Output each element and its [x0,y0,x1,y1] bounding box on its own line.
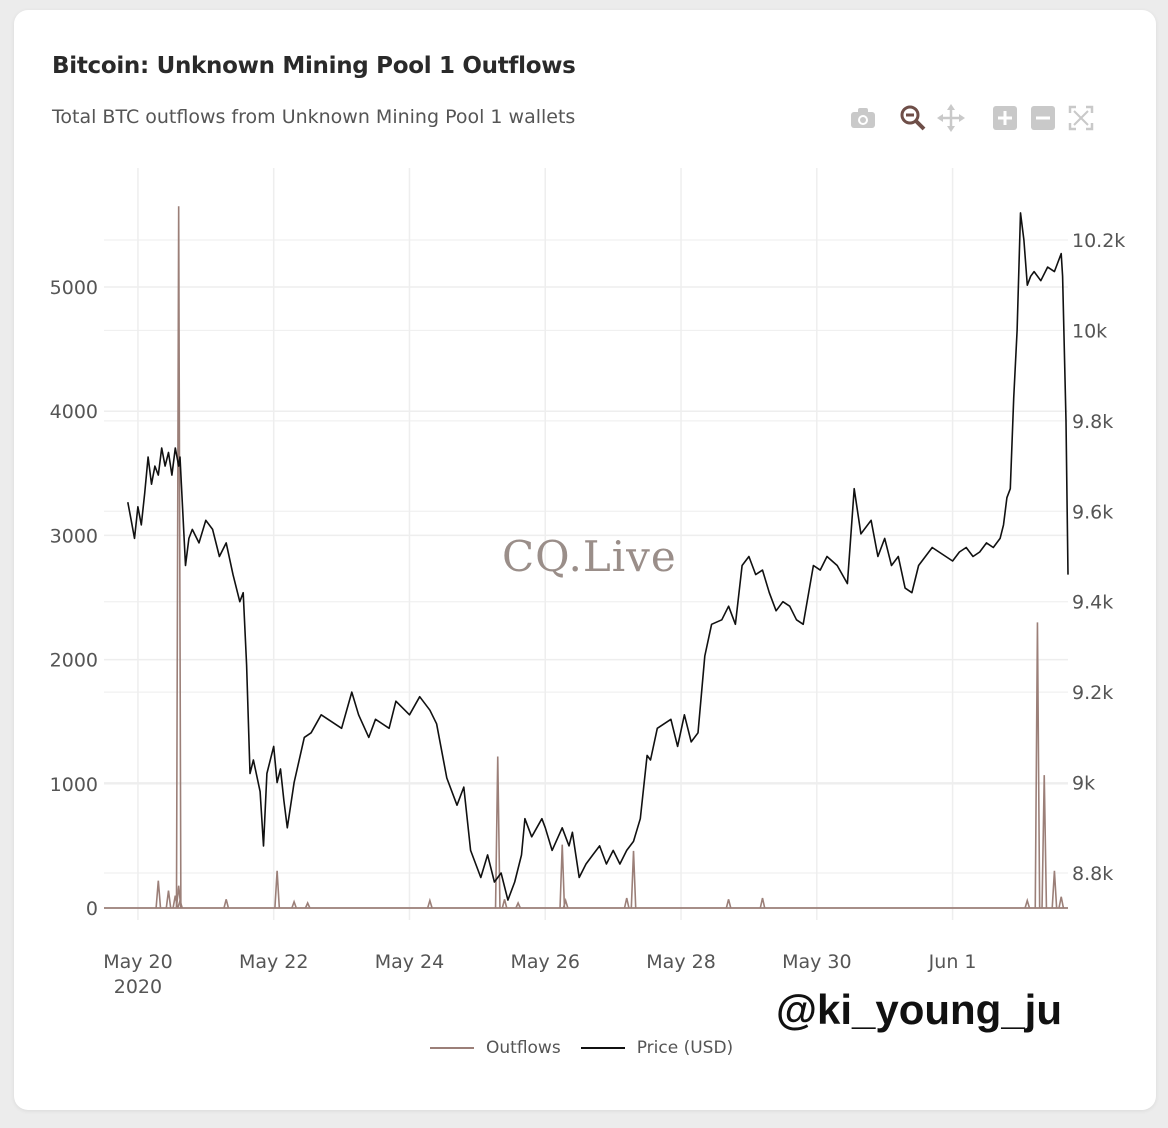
outflow-spike [1034,622,1041,909]
x-tick-label: Jun 1 [928,951,977,973]
camera-icon[interactable] [846,101,880,135]
price-swatch [580,1047,625,1049]
outflow-spike [725,899,732,909]
y-right-tick-label: 9.8k [1072,411,1113,433]
y-right-tick-label: 10k [1072,320,1107,342]
y-left-tick-label: 5000 [50,277,98,299]
outflow-spike [630,850,637,909]
outflow-spike [274,870,281,909]
x-tick-label: May 30 [782,951,852,973]
price-series [127,212,1069,901]
legend-label-price: Price (USD) [636,1038,734,1058]
x-tick-label: May 22 [239,951,309,973]
outflow-spike [559,844,566,909]
chart-legend: Outflows Price (USD) [430,1038,753,1058]
y-left-tick-label: 2000 [50,650,98,672]
outflow-spike [291,899,298,909]
chart-toolbar [846,100,1098,136]
outflow-spike [562,897,569,909]
outflow-spike [177,897,184,909]
y-left-tick-label: 0 [86,898,98,920]
zoom-icon[interactable] [896,101,930,135]
outflow-spike [1051,870,1058,909]
outflow-spike [223,899,230,909]
x-tick-label: May 20 [103,951,173,973]
page-title: Bitcoin: Unknown Mining Pool 1 Outflows [52,53,576,79]
x-tick-label: May 24 [375,951,445,973]
outflow-spike [759,897,766,909]
y-right-tick-label: 9k [1072,773,1095,795]
y-right-tick-label: 9.4k [1072,592,1113,614]
legend-item-price[interactable]: Price (USD) [580,1038,734,1058]
autoscale-icon[interactable] [1064,101,1098,135]
author-handle: @ki_young_ju [776,986,1063,1033]
x-tick-label: May 28 [646,951,716,973]
legend-item-outflows[interactable]: Outflows [430,1038,561,1058]
outflow-spike [501,899,508,909]
outflow-spike [1041,775,1048,909]
cq-live-watermark: CQ.Live [502,532,677,581]
outflow-spike [426,897,433,909]
outflow-spike [175,206,182,909]
zoom-in-icon[interactable] [988,101,1022,135]
outflow-spike [155,880,162,909]
outflow-spike [304,901,311,909]
outflow-spike [515,901,522,909]
page-subtitle: Total BTC outflows from Unknown Mining P… [52,106,576,128]
price-line [127,212,1069,901]
outflows-series [104,206,1068,909]
outflow-spike [494,756,501,909]
outflow-spike [623,897,630,909]
chart-card [14,10,1156,1110]
legend-label-outflows: Outflows [486,1038,561,1058]
outflow-spike [1058,896,1065,909]
outflow-spike [165,890,172,909]
x-tick-label: May 26 [511,951,581,973]
y-right-tick-label: 8.8k [1072,863,1113,885]
y-left-tick-label: 4000 [50,401,98,423]
x-tick-year-label: 2020 [114,976,162,998]
y-right-tick-label: 9.6k [1072,501,1113,523]
pan-icon[interactable] [934,101,968,135]
zoom-out-icon[interactable] [1026,101,1060,135]
y-left-tick-label: 1000 [50,774,98,796]
y-right-tick-label: 9.2k [1072,682,1113,704]
y-left-tick-label: 3000 [50,525,98,547]
outflows-swatch [430,1047,474,1049]
y-right-tick-label: 10.2k [1072,230,1125,252]
outflow-spike [1024,897,1031,909]
chart-axes: May 20 May 22 May 24 May 26 May 28 May 30 Jun … [50,230,1126,998]
